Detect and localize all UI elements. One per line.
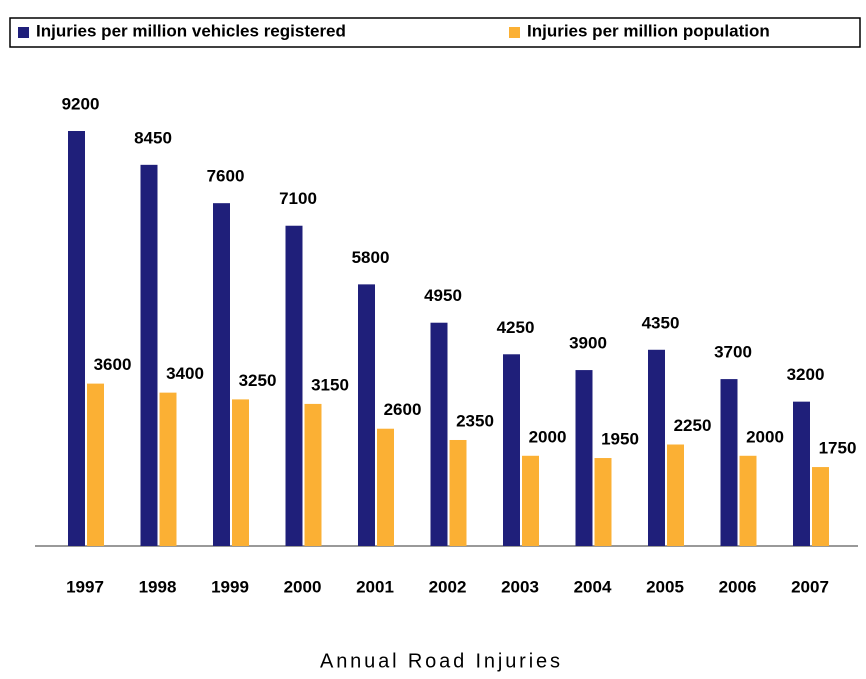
legend-label: Injuries per million vehicles registered	[36, 21, 346, 40]
x-tick-label: 2002	[429, 577, 467, 596]
data-label: 3400	[166, 364, 204, 383]
bar	[159, 392, 177, 546]
data-label: 2350	[456, 411, 494, 430]
data-label: 2000	[529, 427, 567, 446]
bar	[667, 444, 684, 546]
bar	[87, 383, 104, 546]
bar	[449, 439, 467, 546]
data-label: 7600	[207, 167, 245, 186]
data-label: 3700	[714, 343, 752, 362]
bar	[140, 164, 158, 546]
x-tick-label: 1997	[66, 577, 104, 596]
bar	[522, 455, 539, 546]
bar	[503, 354, 520, 546]
x-tick-label: 2001	[356, 577, 394, 596]
data-label: 4250	[497, 318, 535, 337]
bar	[430, 322, 448, 546]
data-label: 4950	[424, 286, 462, 305]
data-label: 3250	[239, 371, 277, 390]
bar	[304, 403, 322, 546]
bar	[575, 370, 593, 546]
bar	[648, 349, 665, 546]
bar	[812, 467, 829, 546]
data-label: 2000	[746, 427, 784, 446]
x-tick-label: 1998	[139, 577, 177, 596]
x-tick-label: 1999	[211, 577, 249, 596]
bar	[285, 225, 303, 546]
bar	[68, 131, 85, 546]
legend-swatch	[509, 27, 520, 38]
legend-box	[9, 17, 861, 48]
data-label: 3200	[787, 365, 825, 384]
data-label: 8450	[134, 128, 172, 147]
x-tick-label: 2006	[719, 577, 757, 596]
x-tick-label: 2004	[574, 577, 612, 596]
bar	[793, 401, 810, 546]
bar	[358, 284, 375, 546]
x-tick-label: 2000	[284, 577, 322, 596]
x-axis-title: Annual Road Injuries	[320, 650, 560, 672]
data-label: 3150	[311, 375, 349, 394]
data-label: 3900	[569, 334, 607, 353]
bar	[739, 455, 757, 546]
data-label: 1950	[601, 430, 639, 449]
x-tick-label: 2007	[791, 577, 829, 596]
data-label: 7100	[279, 189, 317, 208]
data-label: 2600	[384, 400, 422, 419]
bar	[594, 458, 612, 546]
data-label: 9200	[62, 94, 100, 113]
data-label: 1750	[819, 439, 857, 458]
bar	[232, 399, 249, 546]
data-label: 5800	[352, 248, 390, 267]
x-tick-label: 2003	[501, 577, 539, 596]
legend-swatch	[18, 27, 29, 38]
bar	[720, 379, 738, 546]
bar	[213, 203, 230, 546]
data-label: 4350	[642, 313, 680, 332]
bar	[377, 428, 394, 546]
data-label: 3600	[94, 355, 132, 374]
x-tick-label: 2005	[646, 577, 684, 596]
data-label: 2250	[674, 416, 712, 435]
legend-label: Injuries per million population	[527, 21, 770, 40]
